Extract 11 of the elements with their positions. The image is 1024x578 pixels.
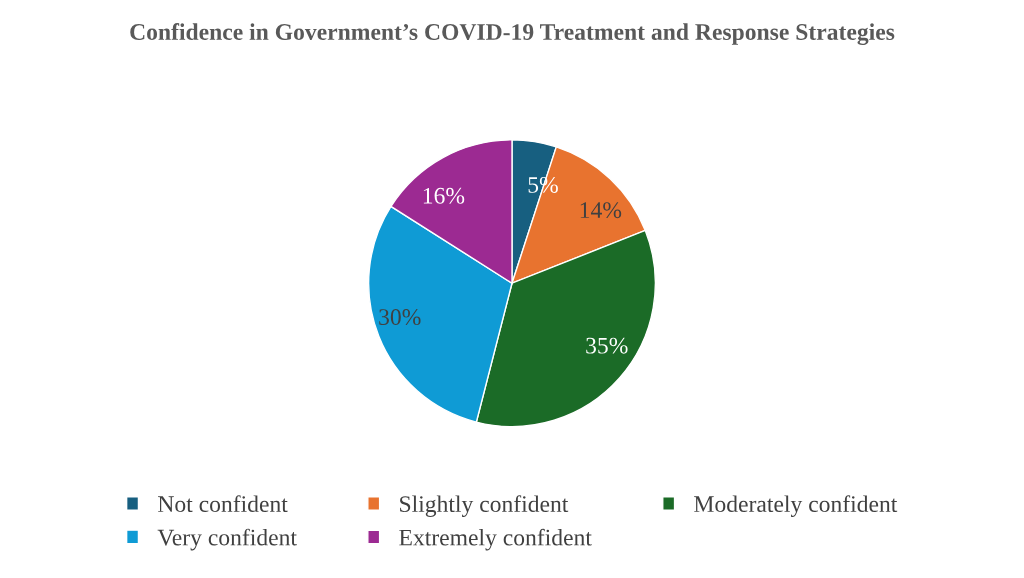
legend-label: Very confident xyxy=(157,528,297,551)
data-label: 35% xyxy=(586,337,628,354)
legend-label: Moderately confident xyxy=(694,495,898,517)
legend-label: Extremely confident xyxy=(399,528,592,551)
data-label: 14% xyxy=(580,202,622,219)
data-label: 5% xyxy=(528,176,558,193)
data-label: 30% xyxy=(379,309,421,326)
chart-title: Confidence in Government’s COVID-19 Treatment and Response Strategies xyxy=(130,23,895,45)
legend-label: Not confident xyxy=(158,495,288,513)
data-label: 16% xyxy=(423,187,465,204)
legend-label: Slightly confident xyxy=(400,495,569,517)
